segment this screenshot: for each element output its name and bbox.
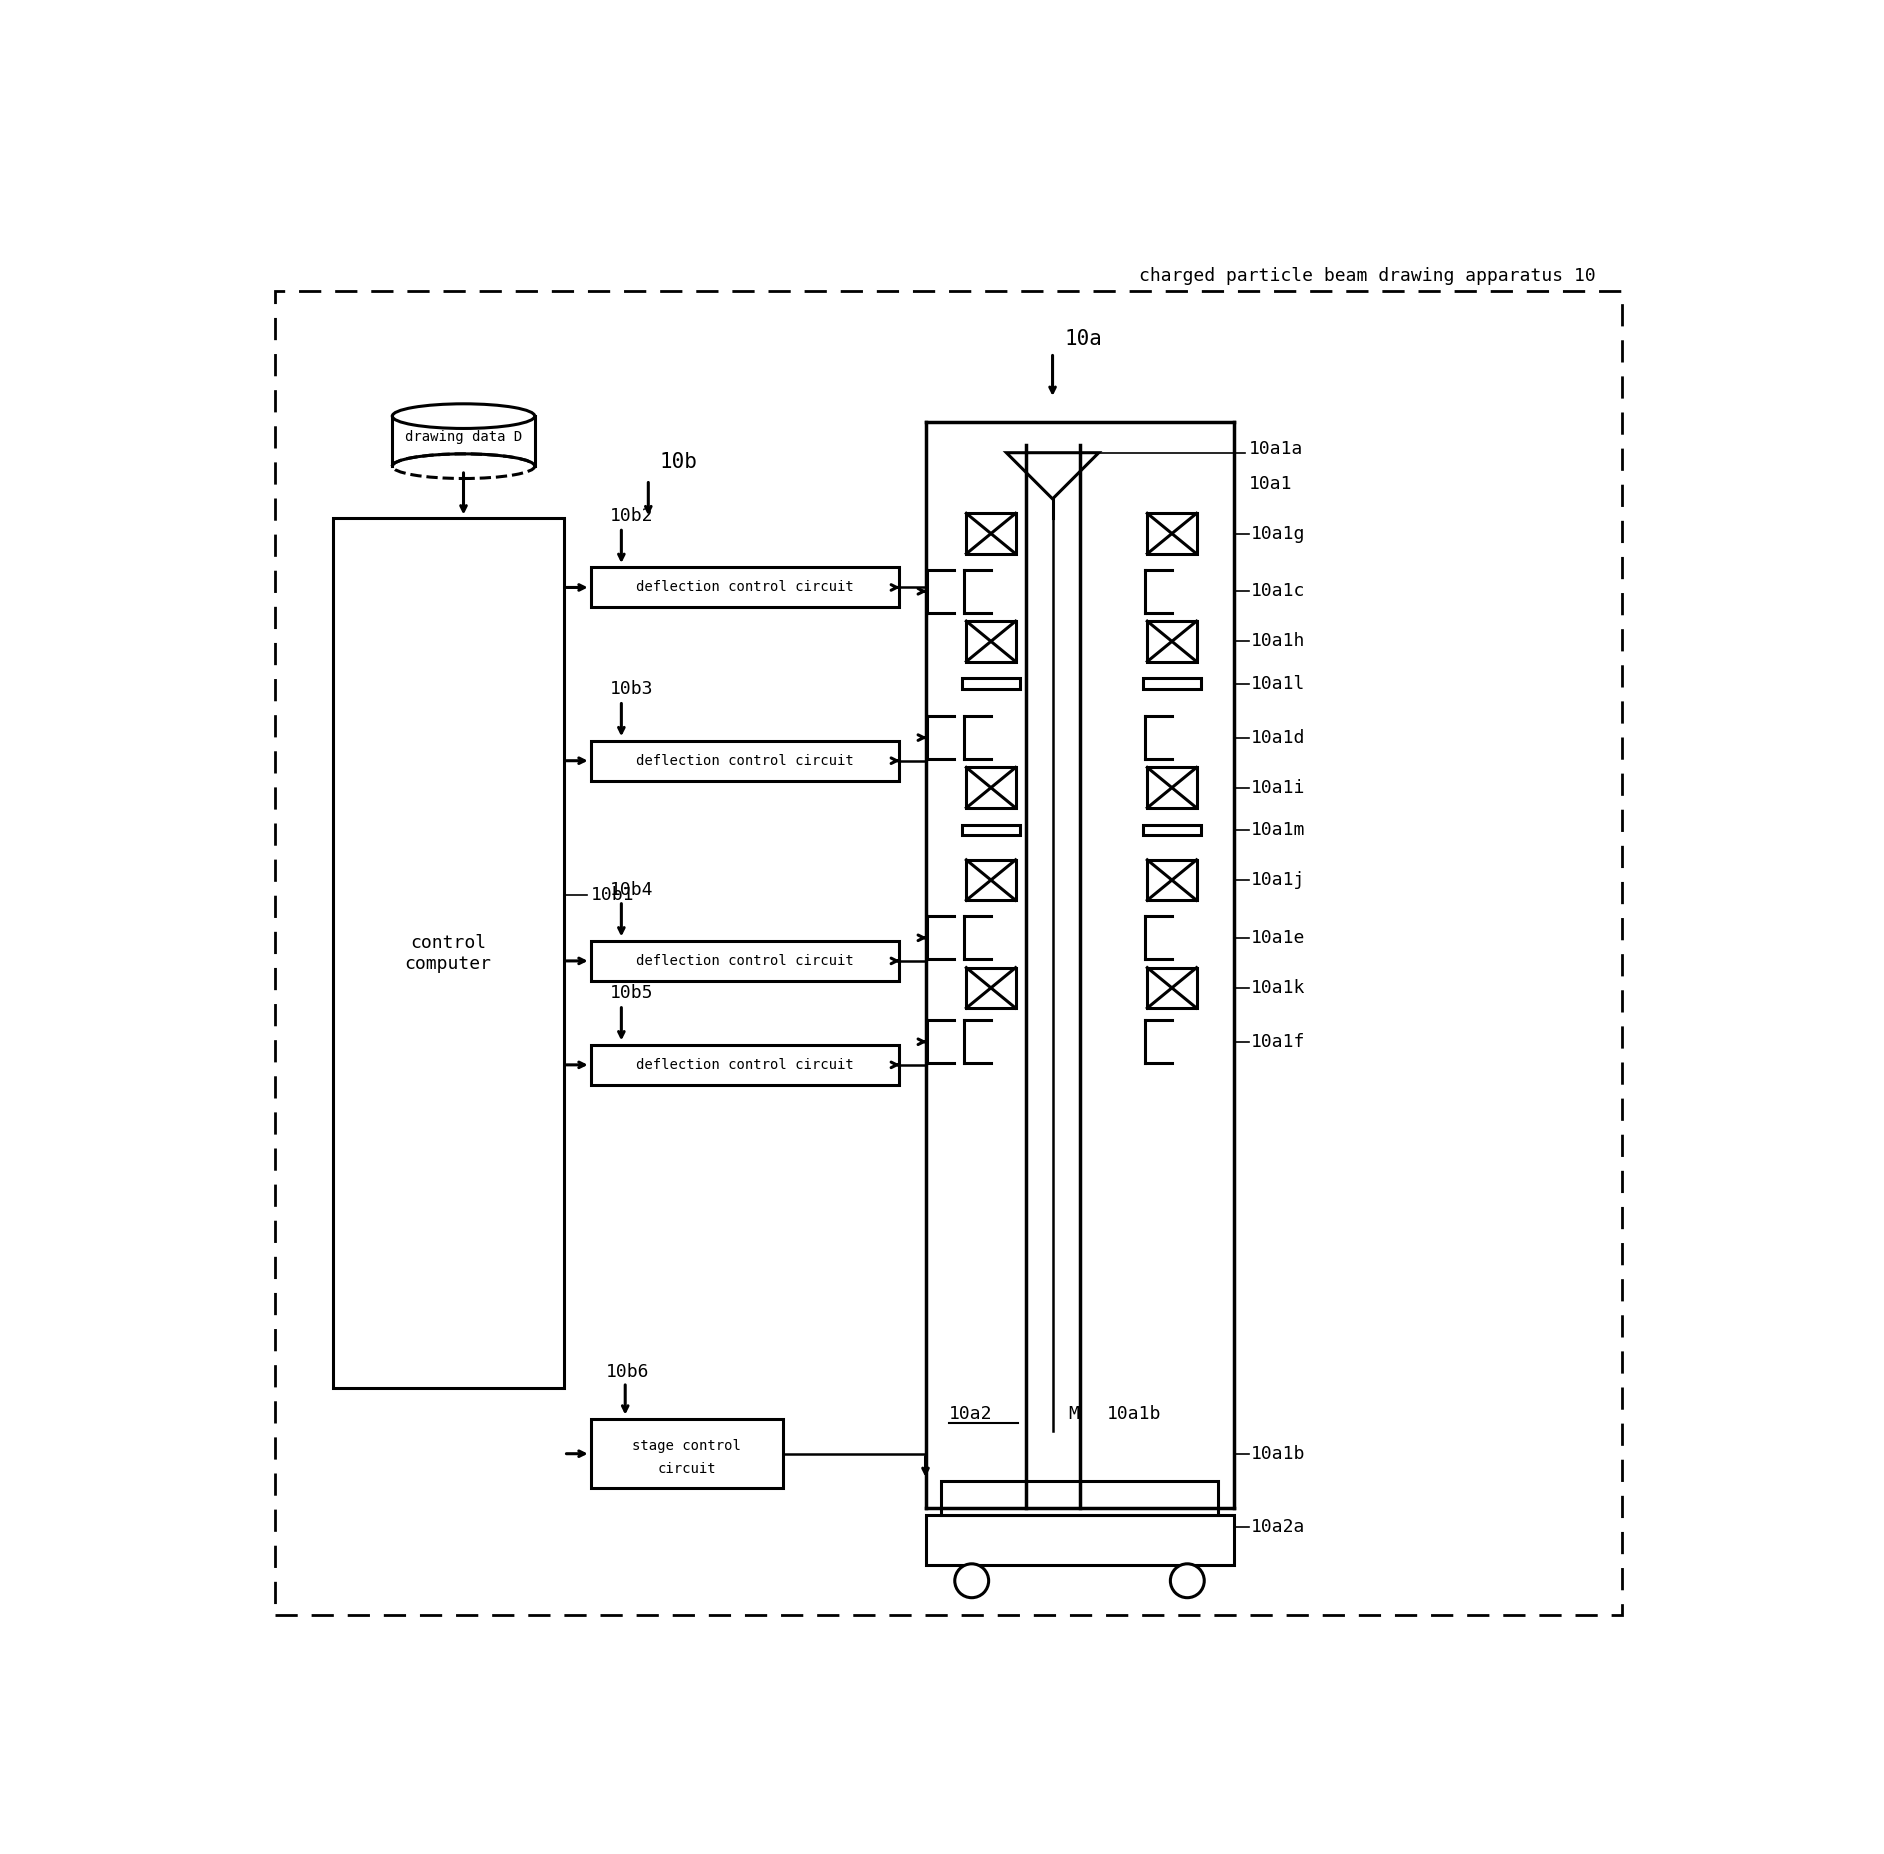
Text: 10a1b: 10a1b <box>1106 1405 1161 1422</box>
Bar <box>590 940 899 981</box>
Bar <box>590 1046 899 1085</box>
Text: 10a1a: 10a1a <box>1249 439 1304 458</box>
Text: M: M <box>1068 1405 1080 1422</box>
Bar <box>590 567 899 608</box>
Text: deflection control circuit: deflection control circuit <box>635 1059 853 1072</box>
Bar <box>1147 621 1196 662</box>
Text: 10a1: 10a1 <box>1249 475 1292 493</box>
Text: 10b3: 10b3 <box>610 680 654 699</box>
Text: 10a: 10a <box>1064 328 1102 349</box>
Bar <box>966 860 1015 901</box>
Text: 10a1e: 10a1e <box>1251 929 1306 947</box>
Text: 10b4: 10b4 <box>610 881 654 899</box>
Bar <box>590 1418 784 1489</box>
Text: 10b2: 10b2 <box>610 508 654 525</box>
Text: 10a1h: 10a1h <box>1251 632 1306 651</box>
Bar <box>925 1515 1234 1565</box>
Text: 10a1k: 10a1k <box>1251 979 1306 997</box>
Bar <box>1147 768 1196 808</box>
Bar <box>966 621 1015 662</box>
Bar <box>1144 679 1200 690</box>
Text: 10a1d: 10a1d <box>1251 729 1306 747</box>
Bar <box>963 825 1019 836</box>
Text: 10a1b: 10a1b <box>1251 1444 1306 1463</box>
Text: 10a1m: 10a1m <box>1251 821 1306 840</box>
Text: 10a1f: 10a1f <box>1251 1033 1306 1051</box>
Text: deflection control circuit: deflection control circuit <box>635 755 853 768</box>
Bar <box>940 1481 1219 1515</box>
Text: 10a1g: 10a1g <box>1251 525 1306 543</box>
Text: deflection control circuit: deflection control circuit <box>635 955 853 968</box>
Text: deflection control circuit: deflection control circuit <box>635 580 853 595</box>
Bar <box>333 517 563 1389</box>
Bar <box>1144 825 1200 836</box>
Text: 10a2: 10a2 <box>950 1405 993 1422</box>
Text: stage control: stage control <box>633 1439 740 1454</box>
Text: 10b5: 10b5 <box>610 984 654 1003</box>
Bar <box>966 968 1015 1009</box>
Text: drawing data D: drawing data D <box>405 430 522 445</box>
Bar <box>966 768 1015 808</box>
Text: circuit: circuit <box>658 1463 716 1476</box>
Text: 10b6: 10b6 <box>607 1363 650 1381</box>
Text: control
computer: control computer <box>405 934 492 973</box>
Text: charged particle beam drawing apparatus 10: charged particle beam drawing apparatus … <box>1138 267 1596 286</box>
Text: 10b: 10b <box>659 452 697 473</box>
Bar <box>1147 860 1196 901</box>
Text: 10a1c: 10a1c <box>1251 582 1306 601</box>
Bar <box>966 514 1015 554</box>
Text: 10a2a: 10a2a <box>1251 1518 1306 1535</box>
Text: 10a1j: 10a1j <box>1251 871 1306 890</box>
Text: 10b1: 10b1 <box>590 886 635 905</box>
Bar <box>1147 514 1196 554</box>
Ellipse shape <box>392 404 535 428</box>
Circle shape <box>1170 1563 1204 1598</box>
Bar <box>1147 968 1196 1009</box>
Bar <box>590 742 899 781</box>
Text: 10a1i: 10a1i <box>1251 779 1306 797</box>
Bar <box>963 679 1019 690</box>
Circle shape <box>955 1563 989 1598</box>
Text: 10a1l: 10a1l <box>1251 675 1306 693</box>
